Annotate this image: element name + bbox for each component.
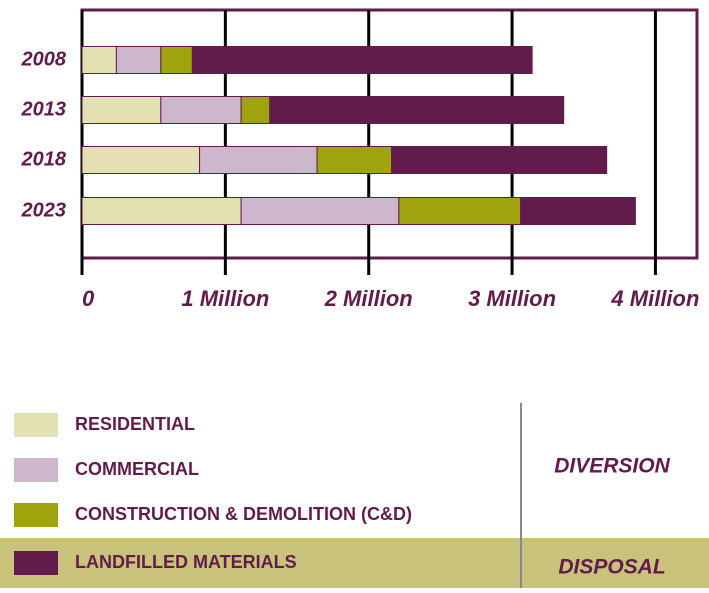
legend-group: DISPOSAL — [558, 556, 665, 579]
bar-segment — [115, 46, 162, 74]
bar-segment — [81, 46, 117, 74]
y-tick-label: 2018 — [21, 148, 67, 170]
legend-label: LANDFILLED MATERIALS — [75, 552, 297, 572]
bar-segment — [191, 46, 533, 74]
y-tick-label: 2013 — [21, 98, 67, 120]
legend-label: COMMERCIAL — [75, 459, 199, 479]
legend-group: DIVERSION — [554, 455, 670, 478]
bar-segment — [520, 197, 636, 225]
legend-swatch — [14, 551, 58, 575]
bar-segment — [199, 146, 318, 174]
legend-swatch — [14, 503, 58, 527]
bar-segment — [81, 96, 162, 124]
y-tick-label: 2008 — [21, 48, 67, 70]
bar-segment — [81, 197, 242, 225]
legend-swatch — [14, 413, 58, 437]
bar-segment — [269, 96, 565, 124]
bar-segment — [391, 146, 608, 174]
bar-segment — [240, 197, 400, 225]
bar-segment — [316, 146, 393, 174]
bar-segment — [240, 96, 271, 124]
bar-segment — [81, 146, 201, 174]
bar-segment — [160, 46, 193, 74]
x-tick-label: 4 Million — [610, 286, 699, 311]
legend-swatch — [14, 458, 58, 482]
legend-highlight — [0, 538, 709, 588]
x-tick-label: 3 Million — [468, 286, 556, 311]
bar-segment — [398, 197, 522, 225]
legend-label: CONSTRUCTION & DEMOLITION (C&D) — [75, 504, 412, 524]
x-tick-label: 2 Million — [324, 286, 413, 311]
x-tick-label: 1 Million — [181, 286, 269, 311]
bar-segment — [160, 96, 242, 124]
y-tick-label: 2023 — [21, 199, 67, 221]
legend-label: RESIDENTIAL — [75, 414, 195, 434]
x-tick-label: 0 — [82, 286, 95, 311]
